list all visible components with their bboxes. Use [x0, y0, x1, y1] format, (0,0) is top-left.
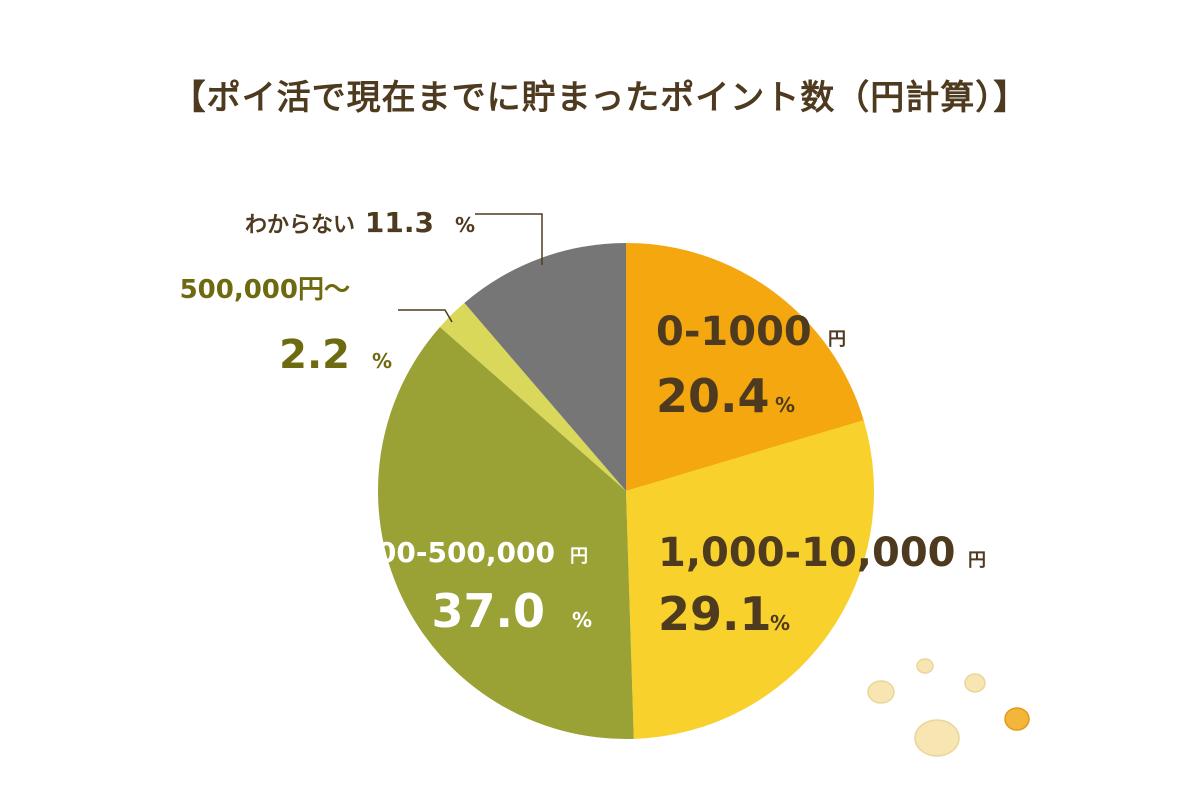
- slice-label-unit-2: 円: [570, 546, 588, 567]
- slice-label-range-3: 500,000円～: [180, 275, 350, 305]
- slice-label-pct-sign-4: %: [455, 213, 475, 237]
- coin-decoration: [867, 658, 1030, 757]
- slice-label-range-4: わからない: [245, 213, 355, 238]
- leader-line-500000: [398, 309, 453, 323]
- coin-3: [914, 719, 960, 757]
- slice-label-pct-sign-0: %: [775, 393, 795, 417]
- pie-slice-2: [378, 326, 634, 739]
- slice-label-value-4: 11.3: [365, 206, 434, 239]
- pie-slice-3: [439, 302, 626, 491]
- slice-label-value-2: 37.0: [432, 584, 546, 638]
- coin-1: [916, 658, 934, 674]
- pie-slice-1: [626, 420, 874, 739]
- slice-label-pct-sign-3: %: [372, 349, 392, 373]
- pie-slice-0: [626, 243, 864, 491]
- slice-label-value-3: 2.2: [279, 332, 350, 378]
- slice-label-unit-1: 円: [968, 550, 986, 571]
- coin-4: [1004, 707, 1030, 731]
- slice-label-range-0: 0-1000: [656, 309, 812, 355]
- coin-2: [964, 673, 986, 693]
- slice-label-value-0: 20.4: [656, 369, 770, 423]
- slice-label-value-1: 29.1: [658, 587, 772, 641]
- slice-label-range-2: 10,000-500,000: [308, 536, 555, 569]
- chart-title: 【ポイ活で現在までに貯まったポイント数（円計算）】: [171, 78, 1029, 118]
- slice-label-unit-0: 円: [828, 329, 846, 350]
- slice-label-pct-sign-2: %: [572, 608, 592, 632]
- pie-slice-4: [464, 243, 626, 491]
- coin-0: [867, 680, 895, 704]
- slice-label-pct-sign-1: %: [770, 611, 790, 635]
- leader-line-unknown: [475, 213, 543, 265]
- slice-label-range-1: 1,000-10,000: [658, 530, 955, 576]
